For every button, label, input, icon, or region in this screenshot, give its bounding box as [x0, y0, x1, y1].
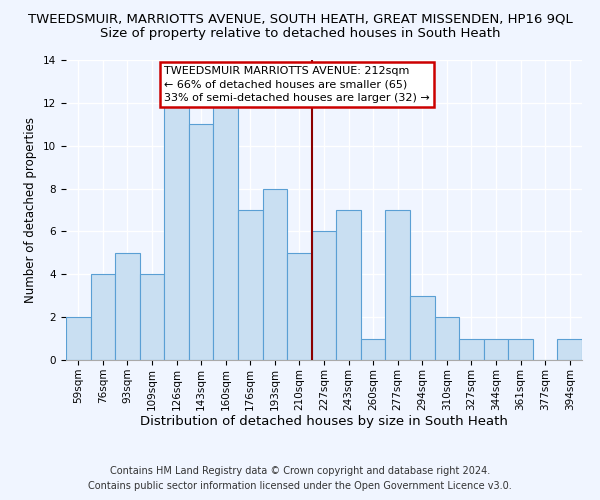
Bar: [287, 253, 312, 360]
Y-axis label: Number of detached properties: Number of detached properties: [25, 117, 37, 303]
Bar: [66, 317, 91, 360]
X-axis label: Distribution of detached houses by size in South Heath: Distribution of detached houses by size …: [140, 416, 508, 428]
Bar: [434, 317, 459, 360]
Bar: [312, 232, 336, 360]
Bar: [214, 103, 238, 360]
Bar: [238, 210, 263, 360]
Bar: [263, 188, 287, 360]
Text: TWEEDSMUIR, MARRIOTTS AVENUE, SOUTH HEATH, GREAT MISSENDEN, HP16 9QL: TWEEDSMUIR, MARRIOTTS AVENUE, SOUTH HEAT…: [28, 12, 572, 26]
Bar: [484, 338, 508, 360]
Bar: [91, 274, 115, 360]
Bar: [115, 253, 140, 360]
Bar: [140, 274, 164, 360]
Text: Contains HM Land Registry data © Crown copyright and database right 2024.: Contains HM Land Registry data © Crown c…: [110, 466, 490, 476]
Text: Size of property relative to detached houses in South Heath: Size of property relative to detached ho…: [100, 28, 500, 40]
Bar: [164, 103, 189, 360]
Bar: [189, 124, 214, 360]
Bar: [459, 338, 484, 360]
Text: Contains public sector information licensed under the Open Government Licence v3: Contains public sector information licen…: [88, 481, 512, 491]
Bar: [385, 210, 410, 360]
Bar: [336, 210, 361, 360]
Bar: [361, 338, 385, 360]
Bar: [557, 338, 582, 360]
Text: TWEEDSMUIR MARRIOTTS AVENUE: 212sqm
← 66% of detached houses are smaller (65)
33: TWEEDSMUIR MARRIOTTS AVENUE: 212sqm ← 66…: [164, 66, 430, 103]
Bar: [508, 338, 533, 360]
Bar: [410, 296, 434, 360]
